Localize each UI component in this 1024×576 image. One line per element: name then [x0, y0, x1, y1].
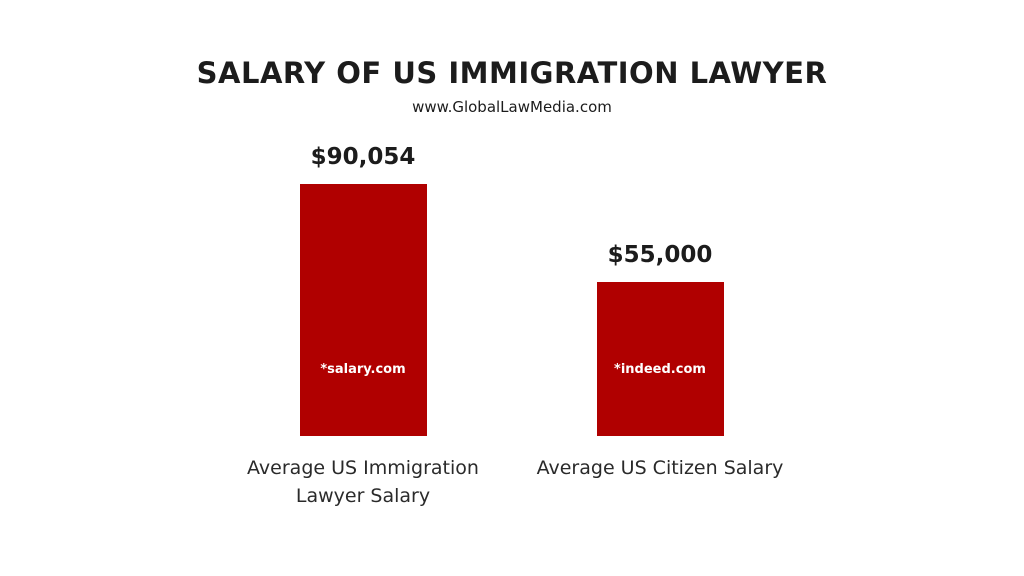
bar	[299, 184, 427, 436]
value-label: $90,054	[310, 144, 416, 170]
value-label: $55,000	[607, 242, 713, 269]
chart-title: SALARY OF US IMMIGRATION LAWYER	[196, 56, 828, 90]
x-tick-label: Average US Citizen Salary	[536, 457, 784, 479]
x-tick-label: Average US Immigration Lawyer Salary	[247, 457, 479, 507]
chart-subtitle: www.GlobalLawMedia.com	[412, 98, 612, 116]
source-note: *salary.com	[320, 362, 406, 377]
bar	[596, 282, 724, 436]
source-note: *indeed.com	[614, 362, 706, 377]
